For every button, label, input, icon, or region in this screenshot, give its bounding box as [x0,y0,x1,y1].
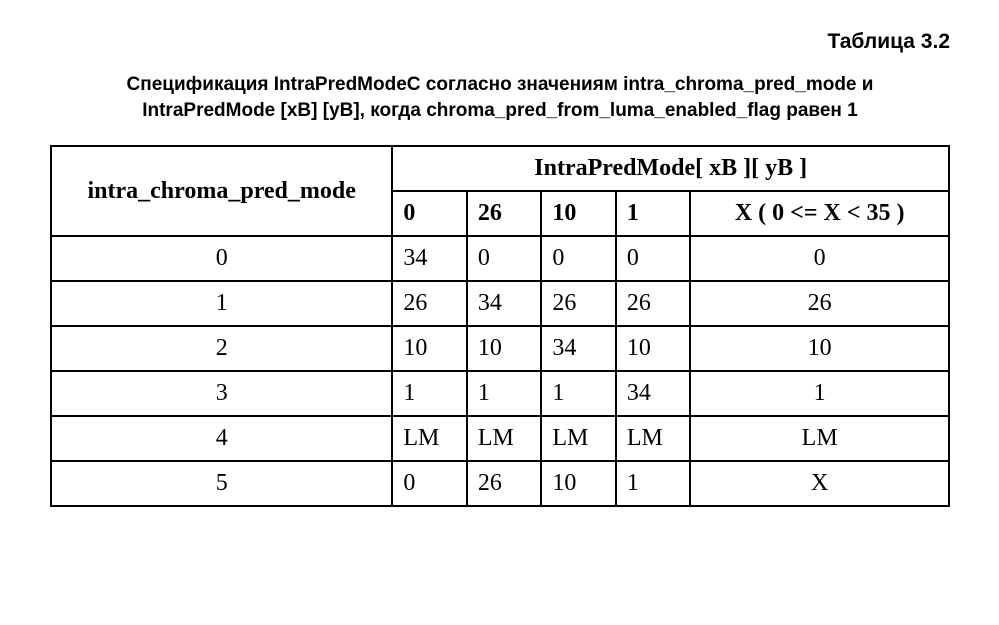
group-header-label: IntraPredMode[ xB ][ yB ] [392,146,949,191]
caption-line-2: IntraPredMode [xB] [yB], когда chroma_pr… [142,100,858,121]
cell: 26 [392,281,466,326]
cell: 10 [541,461,615,506]
cell: 10 [616,326,690,371]
cell: 0 [616,236,690,281]
cell: LM [690,416,949,461]
cell: 26 [690,281,949,326]
caption-line-1: Спецификация IntraPredModeC согласно зна… [127,74,874,95]
header-row-1: intra_chroma_pred_mode IntraPredMode[ xB… [51,146,949,191]
row-key: 1 [51,281,392,326]
cell: 0 [541,236,615,281]
cell: 1 [690,371,949,416]
cell: 26 [467,461,541,506]
cell: X [690,461,949,506]
spec-table: intra_chroma_pred_mode IntraPredMode[ xB… [50,145,950,507]
page-container: Таблица 3.2 Спецификация IntraPredModeC … [50,30,950,507]
row-key: 5 [51,461,392,506]
col-header-0: 0 [392,191,466,236]
cell: 26 [541,281,615,326]
row-key: 4 [51,416,392,461]
cell: 0 [392,461,466,506]
table-number: Таблица 3.2 [50,30,950,54]
row-key: 3 [51,371,392,416]
table-row: 2 10 10 34 10 10 [51,326,949,371]
col-header-x: X ( 0 <= X < 35 ) [690,191,949,236]
cell: 0 [690,236,949,281]
col-header-10: 10 [541,191,615,236]
cell: LM [541,416,615,461]
cell: 1 [616,461,690,506]
col-header-26: 26 [467,191,541,236]
table-row: 5 0 26 10 1 X [51,461,949,506]
cell: 34 [392,236,466,281]
cell: LM [467,416,541,461]
cell: 10 [690,326,949,371]
table-row: 1 26 34 26 26 26 [51,281,949,326]
cell: 26 [616,281,690,326]
cell: 1 [392,371,466,416]
cell: 10 [392,326,466,371]
cell: 1 [541,371,615,416]
cell: LM [392,416,466,461]
table-row: 4 LM LM LM LM LM [51,416,949,461]
cell: 34 [467,281,541,326]
cell: LM [616,416,690,461]
table-row: 0 34 0 0 0 0 [51,236,949,281]
cell: 34 [616,371,690,416]
row-key: 0 [51,236,392,281]
cell: 10 [467,326,541,371]
cell: 0 [467,236,541,281]
col-header-1: 1 [616,191,690,236]
cell: 1 [467,371,541,416]
cell: 34 [541,326,615,371]
table-caption: Спецификация IntraPredModeC согласно зна… [90,72,910,123]
row-header-label: intra_chroma_pred_mode [51,146,392,236]
row-key: 2 [51,326,392,371]
table-row: 3 1 1 1 34 1 [51,371,949,416]
